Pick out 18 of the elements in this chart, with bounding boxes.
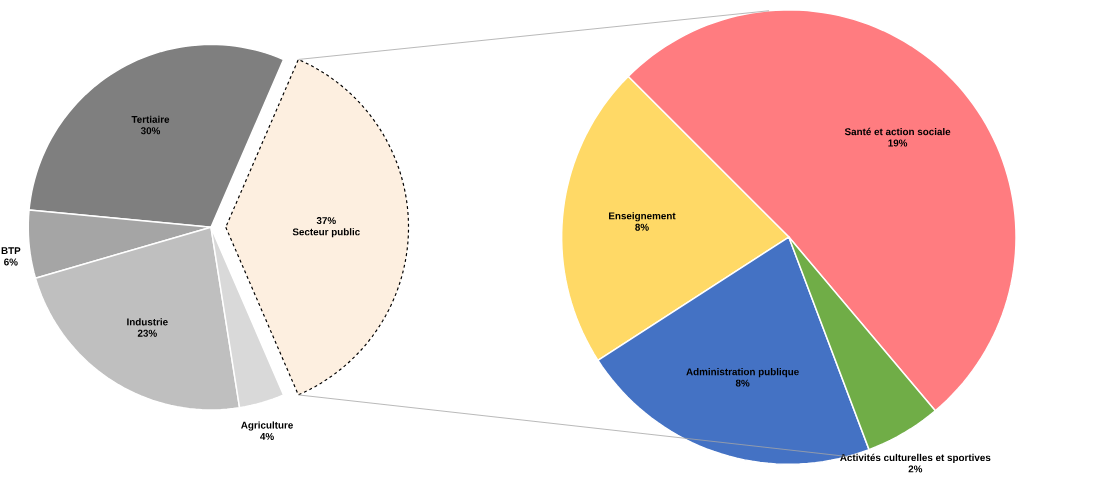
data-label: 2% bbox=[908, 465, 923, 473]
data-label: 37% bbox=[316, 217, 336, 225]
slice-label: Agriculture bbox=[241, 421, 293, 431]
slice-label: Industrie bbox=[127, 318, 168, 326]
slice-label: Santé et action sociale bbox=[844, 127, 951, 136]
slice-label: Activités culturelles et sportives bbox=[840, 453, 991, 464]
data-label: 4% bbox=[260, 433, 274, 440]
slice-label: Secteur public bbox=[292, 228, 360, 238]
data-label: 8% bbox=[635, 223, 649, 231]
slice-label: Administration publique bbox=[686, 368, 799, 378]
slice-label: Enseignement bbox=[609, 212, 676, 222]
slice-label: BTP bbox=[1, 247, 21, 255]
slice-label: Tertiaire bbox=[131, 115, 170, 123]
data-label: 8% bbox=[735, 379, 750, 387]
data-label: 6% bbox=[4, 258, 18, 266]
data-label: 30% bbox=[140, 127, 161, 135]
data-label: 19% bbox=[888, 139, 908, 147]
data-label: 23% bbox=[137, 329, 157, 337]
